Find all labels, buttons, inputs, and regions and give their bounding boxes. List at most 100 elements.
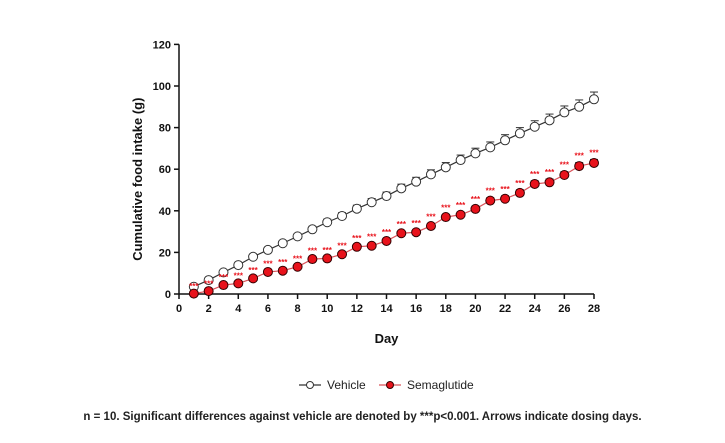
legend-marker: [306, 381, 314, 389]
significance-marker: ***: [426, 212, 436, 221]
y-tick-label: 100: [153, 81, 171, 93]
data-point-vehicle: [589, 94, 599, 105]
significance-marker: ***: [323, 246, 333, 255]
data-point-semaglutide: [396, 228, 407, 239]
x-tick-label: 16: [410, 303, 422, 315]
significance-marker: ***: [204, 279, 214, 288]
y-tick-label: 80: [159, 123, 171, 135]
significance-marker: ***: [248, 266, 258, 275]
significance-marker: ***: [352, 234, 362, 243]
data-point-semaglutide: [248, 273, 259, 284]
data-point-vehicle: [485, 142, 496, 153]
significance-marker: ***: [441, 204, 451, 213]
data-point-semaglutide: [277, 265, 288, 276]
legend-marker: [386, 381, 394, 389]
y-tick-label: 40: [159, 206, 171, 218]
data-point-semaglutide: [203, 286, 214, 297]
data-point-vehicle: [337, 211, 348, 221]
data-point-vehicle: [425, 169, 436, 180]
data-point-vehicle: [248, 251, 259, 262]
significance-marker: ***: [471, 195, 481, 204]
data-point-semaglutide: [337, 249, 348, 260]
significance-marker: ***: [456, 201, 466, 210]
data-point-vehicle: [529, 121, 540, 132]
significance-marker: ***: [515, 179, 525, 188]
data-point-semaglutide: [188, 288, 199, 299]
data-point-semaglutide: [559, 170, 570, 181]
significance-marker: ***: [397, 220, 407, 229]
legend-entry: Vehicle: [327, 378, 366, 392]
x-tick-label: 8: [295, 303, 301, 315]
data-point-semaglutide: [218, 280, 229, 291]
data-point-vehicle: [277, 238, 288, 249]
data-point-semaglutide: [500, 193, 511, 204]
data-point-semaglutide: [381, 235, 392, 246]
significance-marker: ***: [367, 233, 377, 242]
significance-marker: ***: [500, 185, 510, 194]
data-point-semaglutide: [514, 187, 525, 198]
data-point-vehicle: [411, 176, 422, 187]
data-point-vehicle: [203, 275, 214, 286]
data-point-vehicle: [233, 260, 244, 271]
significance-marker: ***: [575, 152, 585, 161]
significance-marker: ***: [189, 282, 199, 291]
y-tick-label: 0: [165, 289, 171, 301]
data-point-vehicle: [514, 128, 525, 139]
x-tick-label: 4: [235, 303, 242, 315]
data-point-vehicle: [544, 115, 555, 126]
data-point-semaglutide: [455, 209, 466, 220]
data-point-semaglutide: [589, 157, 599, 168]
significance-marker: ***: [486, 187, 496, 196]
figure-caption: n = 10. Significant differences against …: [83, 411, 642, 423]
data-point-semaglutide: [307, 254, 318, 265]
significance-marker: ***: [263, 260, 273, 269]
y-tick-label: 60: [159, 164, 171, 176]
significance-marker: ***: [278, 258, 288, 267]
data-point-vehicle: [440, 162, 451, 173]
data-point-semaglutide: [351, 241, 362, 252]
significance-marker: ***: [308, 246, 318, 255]
significance-marker: ***: [411, 219, 421, 228]
data-point-semaglutide: [544, 177, 555, 188]
x-tick-label: 22: [499, 303, 511, 315]
data-point-semaglutide: [574, 161, 585, 172]
y-tick-label: 120: [153, 39, 171, 51]
x-tick-label: 20: [469, 303, 481, 315]
x-tick-label: 10: [321, 303, 333, 315]
data-point-vehicle: [396, 183, 407, 194]
x-tick-label: 26: [558, 303, 570, 315]
data-point-semaglutide: [485, 195, 496, 206]
data-point-vehicle: [455, 155, 466, 166]
data-point-vehicle: [322, 217, 333, 228]
data-point-semaglutide: [322, 253, 333, 264]
data-point-vehicle: [307, 224, 318, 235]
x-tick-label: 12: [351, 303, 363, 315]
x-tick-label: 18: [440, 303, 452, 315]
significance-marker: ***: [293, 254, 303, 263]
y-tick-label: 20: [159, 247, 171, 259]
series-line-semaglutide: [193, 162, 595, 295]
x-axis-label: Day: [375, 331, 400, 346]
x-tick-label: 2: [206, 303, 212, 315]
x-tick-label: 0: [176, 303, 182, 315]
data-point-semaglutide: [292, 261, 303, 272]
data-point-vehicle: [218, 267, 229, 278]
significance-marker: ***: [589, 148, 599, 157]
x-tick-label: 28: [588, 303, 600, 315]
legend-entry: Semaglutide: [407, 378, 474, 392]
data-point-vehicle: [366, 197, 377, 208]
data-point-vehicle: [559, 107, 570, 118]
significance-marker: ***: [234, 271, 244, 280]
data-point-vehicle: [351, 203, 362, 214]
significance-marker: ***: [219, 273, 229, 282]
y-axis-label: Cumulative food intake (g): [130, 98, 145, 261]
significance-marker: ***: [337, 241, 347, 250]
data-point-semaglutide: [529, 178, 540, 189]
data-point-semaglutide: [411, 227, 422, 238]
series-line-vehicle: [193, 98, 595, 288]
x-tick-label: 24: [529, 303, 542, 315]
data-point-vehicle: [500, 135, 511, 146]
data-point-semaglutide: [425, 220, 436, 231]
data-point-vehicle: [262, 244, 273, 255]
